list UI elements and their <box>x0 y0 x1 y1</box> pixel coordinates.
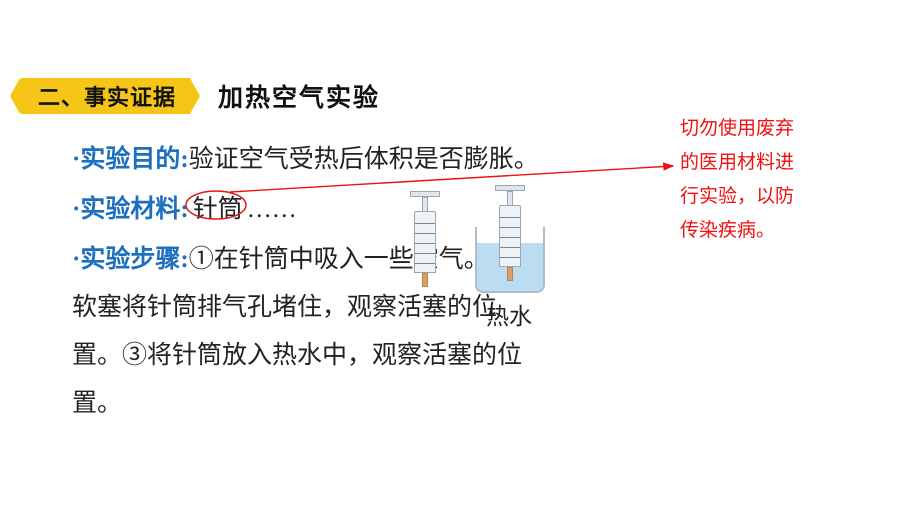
colon: : <box>180 196 188 223</box>
warning-note: 切勿使用废弃 的医用材料进 行实验，以防 传染疾病。 <box>680 112 890 248</box>
purpose-line: ·实验目的:验证空气受热后体积是否膨胀。 <box>72 136 542 184</box>
syringe-right-icon <box>495 185 525 285</box>
circled-term-text: 针筒 <box>193 196 243 223</box>
experiment-figure: 热水 <box>380 185 570 365</box>
hotwater-label: 热水 <box>486 297 532 331</box>
note-line: 行实验，以防 <box>680 180 890 214</box>
colon: : <box>180 246 188 273</box>
steps-label: 实验步骤 <box>80 246 180 273</box>
note-line: 的医用材料进 <box>680 146 890 180</box>
materials-label: 实验材料 <box>80 196 180 223</box>
purpose-text: 验证空气受热后体积是否膨胀。 <box>189 146 539 173</box>
note-line: 传染疾病。 <box>680 214 890 248</box>
syringe-left-icon <box>410 191 440 291</box>
materials-rest: …… <box>247 196 297 223</box>
section-header: 二、事实证据 加热空气实验 <box>20 78 380 114</box>
section-tag-label: 二、事实证据 <box>38 80 176 112</box>
note-line: 切勿使用废弃 <box>680 112 890 146</box>
section-title: 加热空气实验 <box>218 78 380 114</box>
colon: : <box>180 146 188 173</box>
section-tag: 二、事实证据 <box>20 78 190 114</box>
purpose-label: 实验目的 <box>80 146 180 173</box>
circled-term: 针筒 <box>189 186 247 234</box>
